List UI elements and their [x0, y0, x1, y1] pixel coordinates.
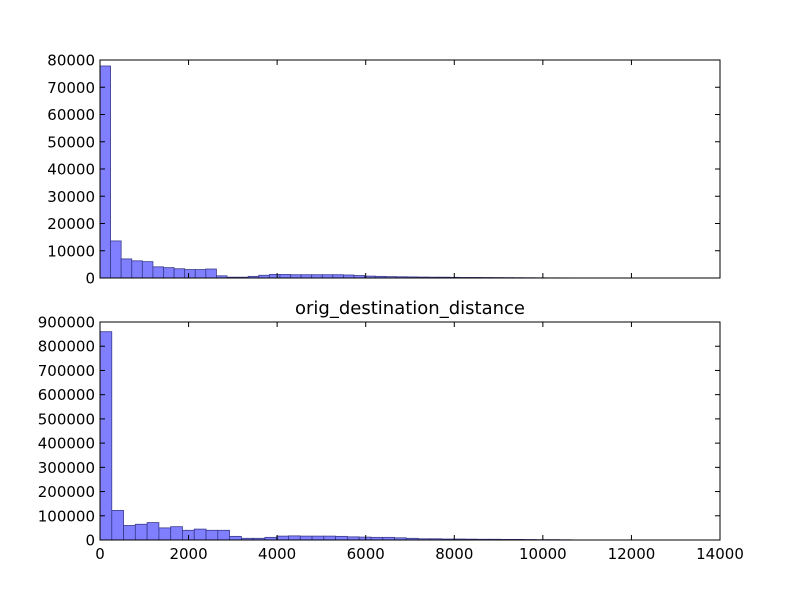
bottom-histogram-bar	[123, 525, 136, 541]
top-y-tick-label: 20000	[47, 215, 95, 233]
bottom-y-tick-label: 800000	[38, 338, 95, 356]
bottom-histogram-bar	[288, 535, 301, 541]
top-histogram-bar	[194, 269, 207, 279]
bottom-histogram-title: orig_destination_distance	[295, 298, 525, 319]
bottom-histogram-bar	[217, 529, 230, 541]
bottom-histogram-bar	[299, 535, 313, 541]
bottom-histogram-bar	[146, 522, 160, 541]
bottom-histogram-bar	[311, 535, 325, 541]
bottom-x-tick-label: 14000	[696, 545, 744, 563]
bottom-x-tick-label: 6000	[347, 545, 385, 563]
bottom-histogram-bar	[134, 523, 148, 541]
top-histogram-bar	[120, 258, 133, 279]
top-histogram-bar	[163, 267, 175, 279]
bottom-y-tick-label: 700000	[38, 362, 95, 380]
bottom-histogram-bar	[99, 331, 113, 541]
bottom-histogram-bar	[323, 535, 337, 541]
top-histogram-bar	[184, 269, 196, 279]
bottom-histogram-bar	[193, 528, 207, 541]
top-histogram-bar	[279, 274, 291, 279]
bottom-x-tick-label: 2000	[169, 545, 207, 563]
bottom-histogram-bar	[335, 535, 348, 541]
top-y-tick-label: 50000	[47, 133, 95, 151]
bottom-histogram-bar	[205, 529, 219, 541]
top-histogram-bar	[268, 274, 281, 279]
bottom-y-tick-label: 300000	[38, 459, 95, 477]
bottom-x-tick-label: 0	[95, 545, 105, 563]
bottom-x-tick-label: 10000	[519, 545, 567, 563]
top-histogram-bar	[99, 65, 111, 279]
bottom-histogram-bar	[276, 535, 289, 541]
top-histogram-bar	[110, 240, 122, 279]
top-y-tick-label: 30000	[47, 188, 95, 206]
bottom-x-tick-label: 8000	[435, 545, 473, 563]
top-histogram-bar	[141, 261, 154, 279]
bottom-y-tick-label: 200000	[38, 483, 95, 501]
top-y-tick-label: 40000	[47, 161, 95, 179]
top-y-tick-label: 10000	[47, 242, 95, 260]
top-y-tick-label: 0	[85, 270, 95, 288]
top-histogram-y-ticks: 0 10000 20000 30000 40000 50000 60000 70000 8000…	[47, 52, 720, 288]
bottom-histogram-bar	[158, 527, 172, 541]
top-histogram-bar	[131, 260, 143, 279]
bottom-histogram-bar	[170, 526, 183, 541]
bottom-y-tick-label: 600000	[38, 386, 95, 404]
top-histogram: 0 10000 20000 30000 40000 50000 60000 70000 8000…	[47, 52, 721, 288]
top-y-tick-label: 70000	[47, 79, 95, 97]
bottom-y-tick-label: 400000	[38, 435, 95, 453]
bottom-histogram-bar	[111, 510, 124, 541]
bottom-x-tick-label: 4000	[258, 545, 296, 563]
top-histogram-bar	[205, 268, 217, 279]
bottom-histogram-x-ticks: 0 2000 4000 6000 8000 10000 12000 14000	[95, 322, 744, 563]
bottom-y-tick-label: 900000	[38, 314, 95, 332]
top-y-tick-label: 80000	[47, 52, 95, 70]
bottom-y-tick-label: 100000	[38, 507, 95, 525]
bottom-y-tick-label: 0	[85, 532, 95, 550]
top-histogram-frame	[99, 59, 721, 279]
top-histogram-bar	[173, 268, 186, 279]
bottom-histogram: orig_destination_distance 01000002000003…	[38, 298, 744, 563]
top-y-tick-label: 60000	[47, 106, 95, 124]
top-histogram-bar	[152, 266, 164, 279]
bottom-histogram-frame	[99, 321, 721, 541]
bottom-histogram-bar	[229, 535, 242, 541]
bottom-histogram-y-ticks: 0 100000 200000 300000 400000 500000 600000 700…	[38, 314, 720, 550]
bottom-y-tick-label: 500000	[38, 410, 95, 428]
bottom-x-tick-label: 12000	[608, 545, 656, 563]
